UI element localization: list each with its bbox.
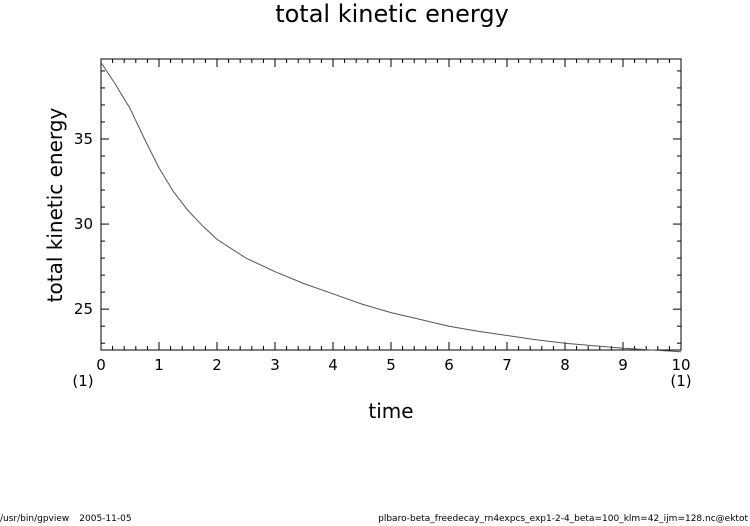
footer-left: /usr/bin/gpview 2005-11-05 <box>0 514 132 524</box>
y-axis-label: total kinetic energy <box>43 108 67 303</box>
x-tick-label: 4 <box>328 356 338 374</box>
plot-frame <box>100 58 682 351</box>
y-tick-label: 30 <box>74 215 93 233</box>
footer-program: /usr/bin/gpview <box>0 514 70 524</box>
x-axis-label: time <box>368 399 413 423</box>
chart-title: total kinetic energy <box>275 0 509 28</box>
footer-date: 2005-11-05 <box>79 514 132 524</box>
x-tick-label: 2 <box>212 356 222 374</box>
x-tick-label: 6 <box>444 356 454 374</box>
x-unit-right: (1) <box>670 372 691 390</box>
y-axis-ticks <box>101 70 681 344</box>
y-tick-label: 35 <box>74 130 93 148</box>
series-line <box>100 62 682 353</box>
x-tick-label: 3 <box>270 356 280 374</box>
x-tick-label: 7 <box>502 356 512 374</box>
x-tick-label: 8 <box>560 356 570 374</box>
x-axis-tick-labels: 0 1 2 3 4 5 6 7 8 9 10 <box>96 356 690 374</box>
x-tick-label: 5 <box>386 356 396 374</box>
x-tick-label: 1 <box>154 356 164 374</box>
x-axis-ticks <box>100 59 682 350</box>
footer-file: plbaro-beta_freedecay_rn4expcs_exp1-2-4_… <box>378 514 748 524</box>
x-tick-label: 10 <box>671 356 690 374</box>
y-tick-label: 25 <box>74 300 93 318</box>
x-tick-label: 9 <box>618 356 628 374</box>
x-tick-label: 0 <box>96 356 106 374</box>
y-axis-tick-labels: 25 30 35 <box>74 130 93 318</box>
x-unit-left: (1) <box>72 372 93 390</box>
